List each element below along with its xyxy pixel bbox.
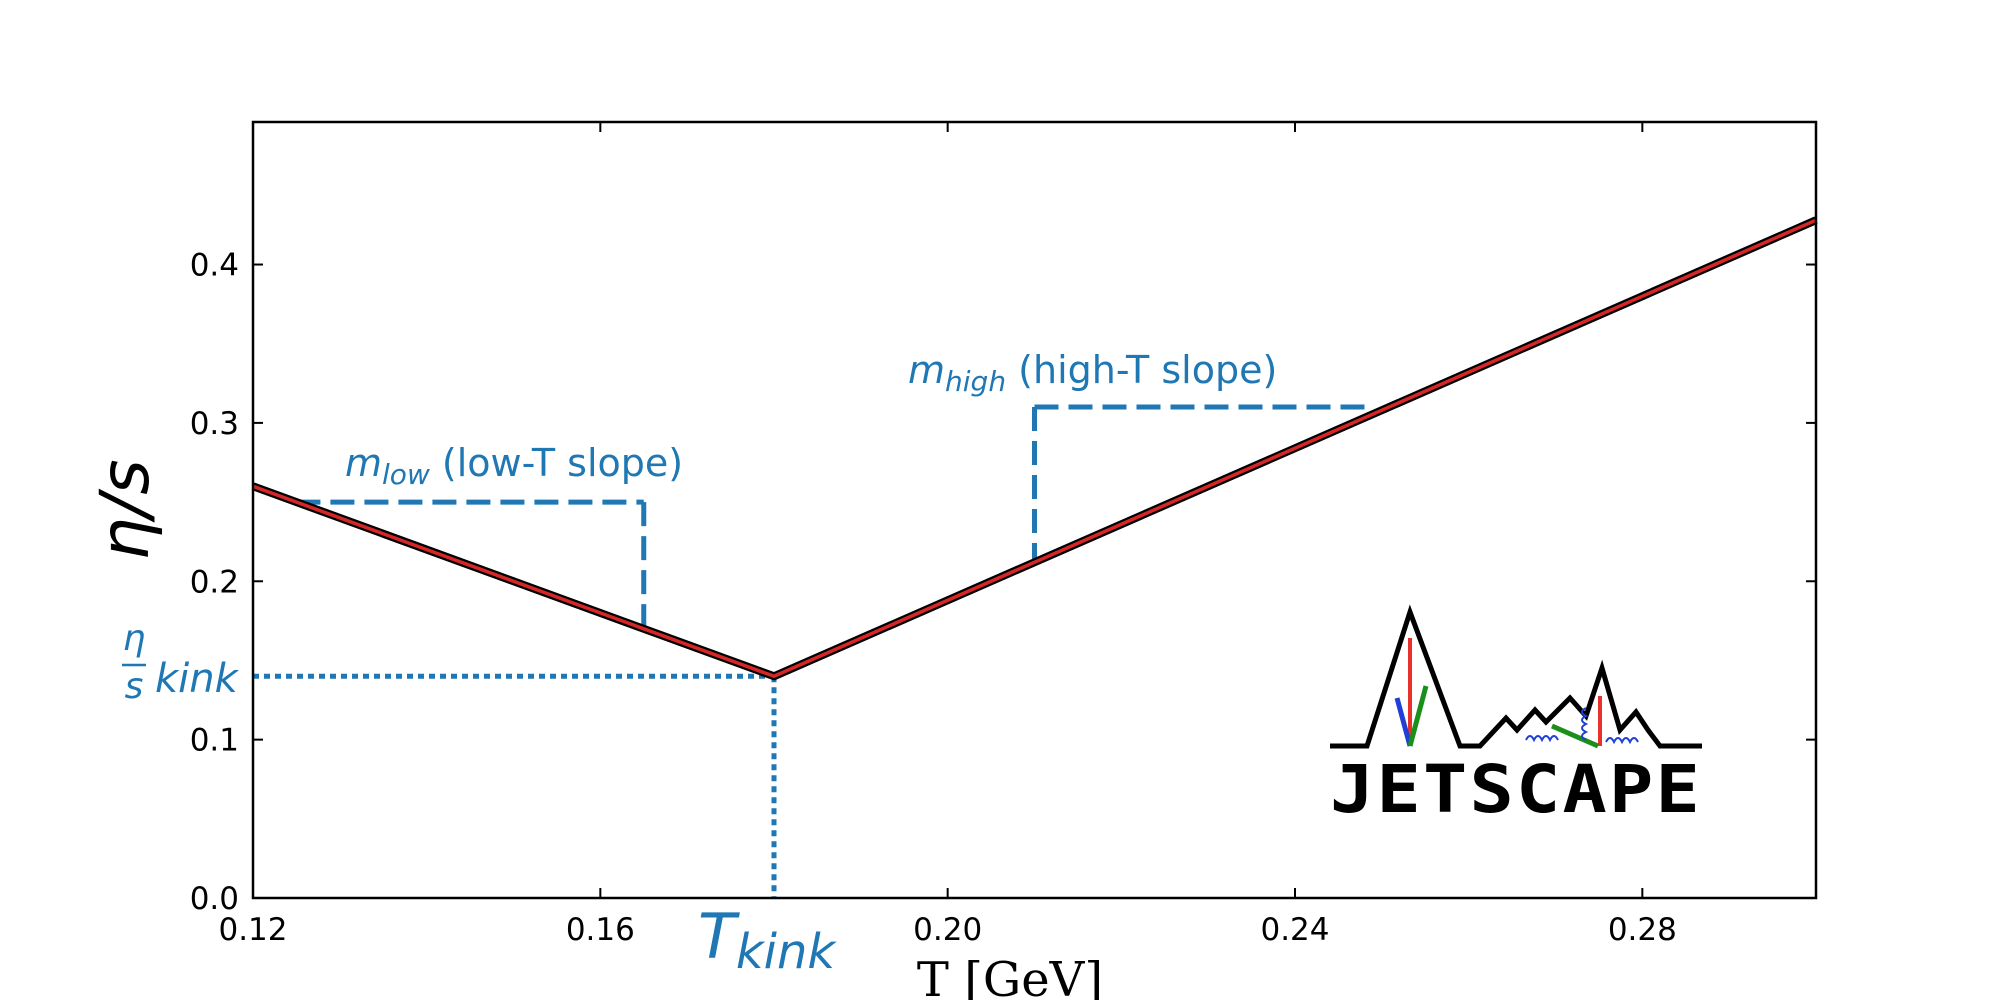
kink-value-denominator: s (125, 666, 144, 707)
logo-gluon-spring-2 (1581, 707, 1589, 741)
logo-blue-jet-1 (1394, 697, 1413, 747)
logo-gluon-spring-3 (1605, 737, 1639, 745)
high-slope-text: (high-T slope) (1006, 348, 1277, 392)
y-tick-label-2: 0.2 (190, 564, 239, 600)
y-tick-label-1: 0.1 (190, 723, 239, 759)
low-slope-symbol: m (345, 441, 382, 485)
y-axis-label: η/s (86, 459, 165, 560)
logo-green-jet-1 (1407, 685, 1429, 747)
low-slope-text: (low-T slope) (430, 441, 683, 485)
kink-value-text: kink (155, 656, 240, 702)
y-tick-label-4: 0.4 (190, 248, 239, 284)
plot-area (251, 216, 1818, 898)
low-slope-subscript: low (382, 458, 430, 491)
logo-gluon-spring-1 (1525, 735, 1559, 743)
kink-value-numerator: η (123, 618, 146, 659)
y-tick-label-3: 0.3 (190, 406, 239, 442)
x-tick-label-4: 0.28 (1608, 912, 1677, 948)
high-slope-symbol: m (908, 348, 945, 392)
series-0-line (252, 218, 1817, 679)
kink-temperature-symbol: T (698, 900, 740, 973)
high-slope-label: mhigh (high-T slope) (908, 348, 1277, 398)
axes: 0.12 0.16 0.20 0.24 0.28 0.0 0.1 0.2 0.3 0.4 T [Ge… (86, 120, 1818, 1000)
logo-green-jet-2 (1551, 723, 1599, 749)
low-slope-label: mlow (low-T slope) (345, 441, 683, 491)
kink-temperature-label: Tkink (698, 900, 837, 980)
logo-mountain-outline (1330, 604, 1702, 749)
plot-frame (251, 120, 1818, 900)
y-tick-label-0: 0.0 (190, 881, 239, 917)
high-slope-subscript: high (945, 365, 1006, 398)
x-tick-label-0: 0.12 (218, 912, 287, 948)
x-axis-label: T [GeV] (917, 952, 1103, 1000)
logo-wordmark: JETSCAPE (1330, 751, 1702, 828)
jetscape-logo: JETSCAPE (1330, 604, 1702, 828)
annotations: mlow (low-T slope)mhigh (high-T slope)ηs… (122, 348, 1277, 980)
x-tick-label-1: 0.16 (566, 912, 635, 948)
x-tick-label-3: 0.24 (1260, 912, 1329, 948)
kink-temperature-subscript: kink (736, 924, 838, 980)
x-tick-label-2: 0.20 (913, 912, 982, 948)
